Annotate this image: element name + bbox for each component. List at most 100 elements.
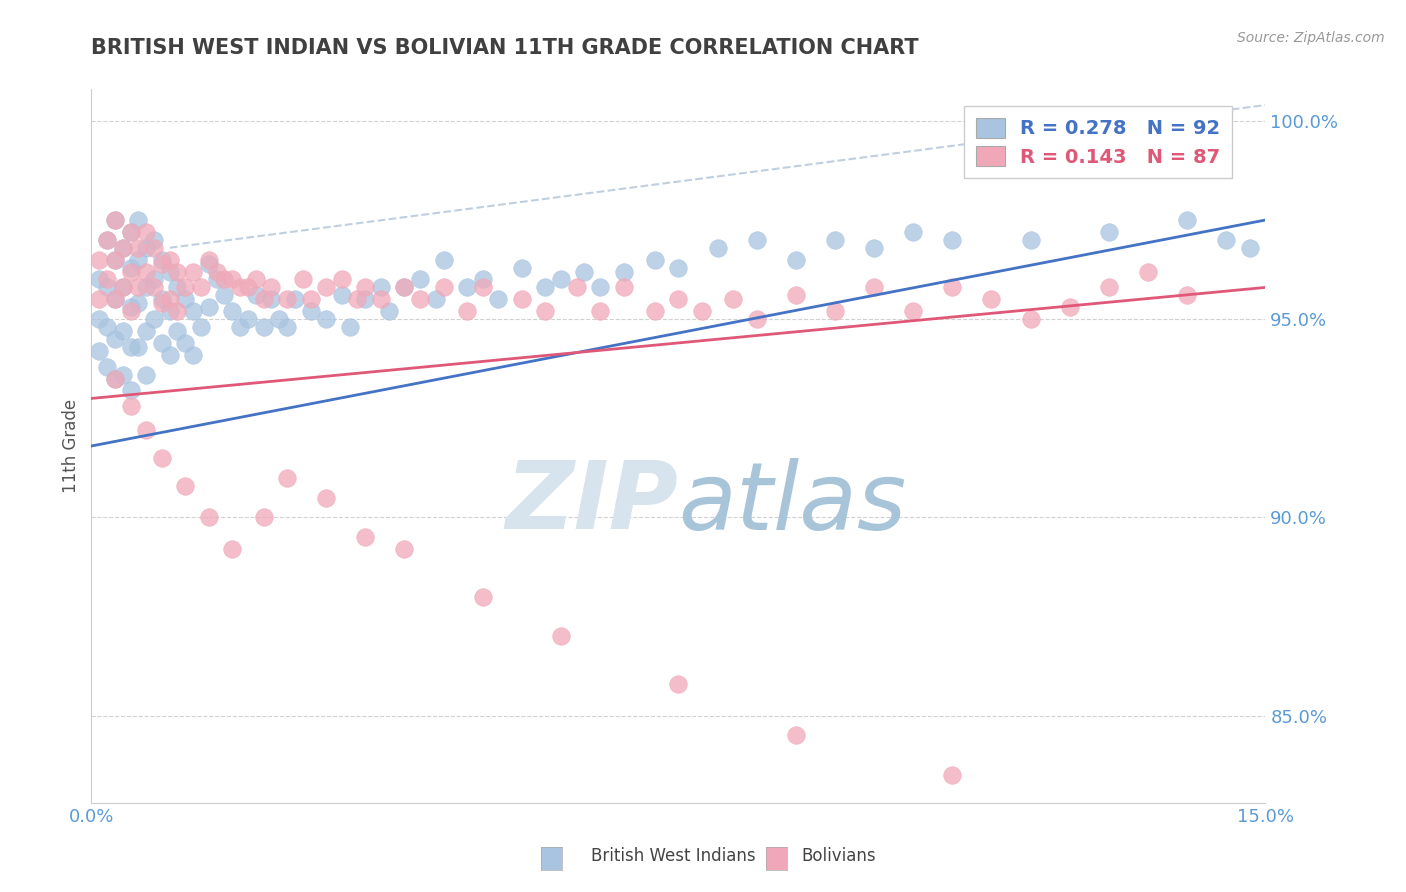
Point <box>863 280 886 294</box>
Point <box>127 241 149 255</box>
Point <box>432 252 454 267</box>
Point <box>143 241 166 255</box>
Point <box>190 320 212 334</box>
Point <box>127 340 149 354</box>
Point <box>456 280 478 294</box>
Point <box>159 348 181 362</box>
Point <box>941 768 963 782</box>
Point <box>159 293 181 307</box>
Point <box>214 288 236 302</box>
Point <box>284 293 307 307</box>
Point <box>534 280 557 294</box>
Point <box>276 471 298 485</box>
Point <box>111 280 134 294</box>
Point <box>104 293 127 307</box>
Point <box>1098 225 1121 239</box>
Point <box>96 280 118 294</box>
Point <box>370 280 392 294</box>
Point <box>111 280 134 294</box>
Point <box>1059 300 1081 314</box>
Point <box>205 272 228 286</box>
Point <box>127 296 149 310</box>
Point <box>197 257 219 271</box>
Point <box>315 280 337 294</box>
Point <box>104 213 127 227</box>
Point <box>666 293 689 307</box>
Point <box>613 264 636 278</box>
Point <box>260 293 283 307</box>
Point <box>229 320 252 334</box>
Point <box>471 272 494 286</box>
Point <box>510 260 533 275</box>
Point <box>471 280 494 294</box>
Point <box>260 280 283 294</box>
Point <box>299 304 322 318</box>
Point <box>111 241 134 255</box>
Point <box>252 293 274 307</box>
Point <box>127 213 149 227</box>
Point <box>471 590 494 604</box>
Point <box>370 293 392 307</box>
Point <box>135 324 157 338</box>
Point <box>276 293 298 307</box>
Text: atlas: atlas <box>678 458 907 549</box>
Legend: R = 0.278   N = 92, R = 0.143   N = 87: R = 0.278 N = 92, R = 0.143 N = 87 <box>965 106 1232 178</box>
Point <box>127 252 149 267</box>
Point <box>174 280 197 294</box>
Point <box>104 252 127 267</box>
Point <box>181 304 204 318</box>
Point <box>166 280 188 294</box>
Point <box>299 293 322 307</box>
Point <box>1098 280 1121 294</box>
Point <box>135 241 157 255</box>
Point <box>104 332 127 346</box>
Point <box>550 629 572 643</box>
Point <box>89 293 111 307</box>
Point <box>120 225 142 239</box>
Text: British West Indians: British West Indians <box>591 847 755 865</box>
Point <box>197 252 219 267</box>
Point <box>89 252 111 267</box>
Point <box>120 304 142 318</box>
Point <box>432 280 454 294</box>
Point <box>534 304 557 318</box>
Point <box>96 233 118 247</box>
Point <box>245 272 267 286</box>
Point <box>111 368 134 382</box>
Point <box>89 343 111 358</box>
Point <box>589 280 612 294</box>
Point <box>135 368 157 382</box>
Point <box>104 293 127 307</box>
Point <box>104 371 127 385</box>
Point <box>425 293 447 307</box>
Point <box>486 293 509 307</box>
Point <box>941 280 963 294</box>
Point <box>354 280 377 294</box>
Point <box>1239 241 1261 255</box>
Point <box>159 304 181 318</box>
Point <box>150 296 173 310</box>
Point <box>197 510 219 524</box>
Point <box>1136 264 1159 278</box>
Point <box>721 293 744 307</box>
Point <box>96 233 118 247</box>
Point <box>901 225 924 239</box>
Point <box>394 280 416 294</box>
Point <box>346 293 368 307</box>
Point <box>354 293 377 307</box>
Point <box>901 304 924 318</box>
Point <box>205 264 228 278</box>
Point <box>135 280 157 294</box>
Point <box>120 340 142 354</box>
Point <box>89 312 111 326</box>
Point <box>166 324 188 338</box>
Point <box>127 280 149 294</box>
Point <box>745 312 768 326</box>
Point <box>143 272 166 286</box>
Y-axis label: 11th Grade: 11th Grade <box>62 399 80 493</box>
Point <box>456 304 478 318</box>
Point <box>394 280 416 294</box>
Point <box>589 304 612 318</box>
Point <box>174 478 197 492</box>
Point <box>166 304 188 318</box>
